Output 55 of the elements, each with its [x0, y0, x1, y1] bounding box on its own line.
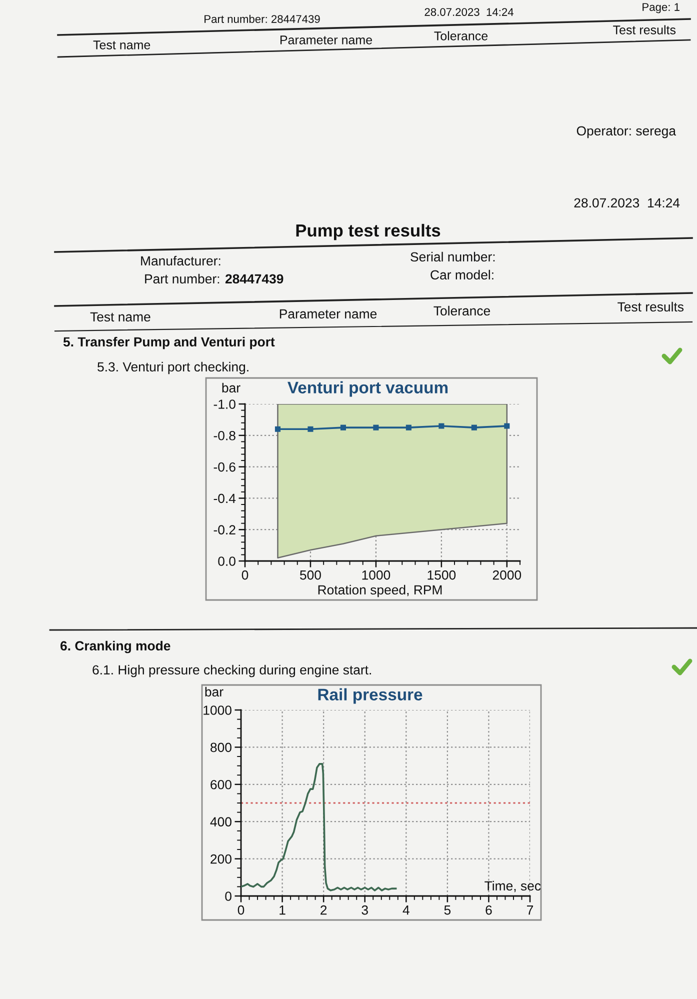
y-tick-label: 0 [225, 892, 232, 901]
y-tick-label: 800 [210, 742, 232, 752]
chart-title: Rail pressure [318, 688, 422, 704]
y-tick-label: -0.4 [214, 494, 236, 504]
x-tick-label: 5 [444, 906, 451, 915]
y-tick-label: -0.8 [214, 430, 236, 440]
x-tick-label: 6 [486, 905, 492, 915]
y-tick-label: 400 [210, 817, 232, 827]
x-tick-label: 1000 [362, 570, 390, 580]
text: 5. Transfer Pump and Venturi port [63, 336, 275, 350]
x-tick-label: 0 [242, 570, 248, 580]
text: 28.07.2023 14:24 [574, 198, 680, 208]
y-tick-label: -0.2 [214, 525, 236, 535]
text: Page: 1 [642, 3, 680, 14]
line-series [241, 763, 397, 892]
text: Part number: 28447439 [204, 14, 320, 23]
text: 28447439 [225, 274, 284, 284]
text: Test results [618, 302, 684, 312]
text: 6. Cranking mode [60, 640, 170, 654]
x-axis-title: Rotation speed, RPM [318, 584, 442, 598]
text: Operator: serega [576, 126, 676, 138]
text: Car model: [430, 270, 494, 280]
x-tick-label: 0 [238, 905, 244, 915]
x-tick-label: 1 [280, 906, 286, 915]
x-tick-label: 2000 [492, 570, 522, 580]
text: 5.3. Venturi port checking. [98, 362, 248, 374]
text: Manufacturer: [141, 256, 220, 266]
text: Tolerance [434, 31, 488, 40]
chart-title: Venturi port vacuum [288, 381, 448, 397]
text: Parameter name [280, 36, 372, 44]
text: Test name [93, 40, 150, 50]
y-axis-title: bar [222, 382, 240, 393]
text: Parameter name [280, 309, 377, 319]
text: Part number: [145, 274, 220, 284]
x-axis-title: Time, sec [484, 880, 541, 892]
text: Tolerance [434, 306, 490, 316]
y-tick-label: -1.0 [214, 400, 236, 409]
text: 6.1. High pressure checking during engine start. [92, 664, 371, 678]
x-tick-label: 2 [320, 905, 327, 915]
y-tick-label: 600 [210, 780, 232, 790]
text: 28.07.2023 14:24 [424, 8, 514, 16]
text: Serial number: [410, 252, 495, 262]
y-tick-label: 200 [210, 854, 232, 864]
text: Pump test results [296, 224, 440, 240]
x-tick-label: 1500 [428, 570, 456, 580]
text: Test name [90, 312, 150, 322]
y-tick-label: 0.0 [218, 556, 236, 566]
y-tick-label: 1000 [204, 706, 232, 715]
x-tick-label: 7 [527, 906, 534, 915]
x-tick-label: 4 [402, 906, 410, 915]
y-axis-title: bar [205, 686, 224, 697]
text: Test results [613, 25, 676, 34]
x-tick-label: 3 [362, 905, 368, 915]
x-tick-label: 500 [300, 570, 321, 580]
y-tick-label: -0.6 [214, 462, 236, 472]
